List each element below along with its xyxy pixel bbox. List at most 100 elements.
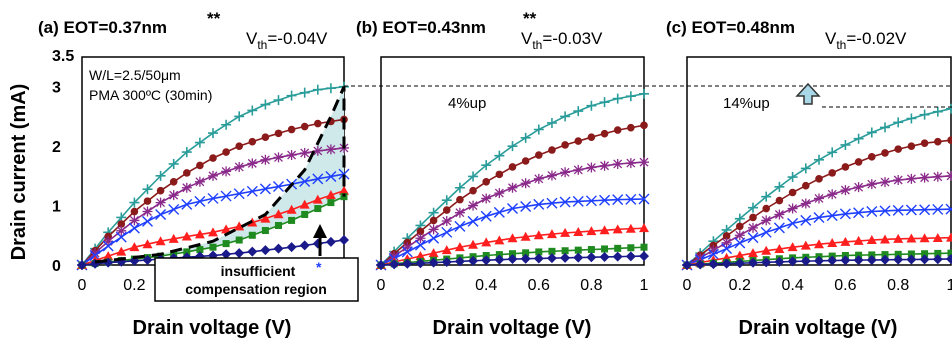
data-point-diamond <box>932 254 943 265</box>
data-point-triangle <box>893 233 904 243</box>
data-point-triangle <box>800 240 811 250</box>
data-point-star <box>194 176 205 187</box>
data-point-plus <box>273 95 284 106</box>
data-point-triangle <box>787 242 798 252</box>
x-tick-label: 0.6 <box>834 277 856 294</box>
data-point-triangle <box>494 235 505 245</box>
data-point-diamond <box>339 235 349 246</box>
data-point-plus <box>880 122 890 133</box>
data-point-circle <box>788 188 797 197</box>
y-tick-label: 3 <box>52 80 61 97</box>
data-point-x <box>787 217 799 229</box>
data-point-triangle <box>454 242 465 252</box>
data-point-x <box>638 193 650 205</box>
data-point-star <box>208 170 218 181</box>
data-point-diamond <box>299 240 310 251</box>
data-point-plus <box>494 150 505 161</box>
data-point-diamond <box>840 255 851 266</box>
data-point-x <box>233 188 245 200</box>
data-point-star <box>103 236 114 247</box>
data-point-diamond <box>389 259 400 270</box>
data-point-circle <box>722 232 731 240</box>
data-point-circle <box>947 136 952 144</box>
data-point-star <box>761 215 772 226</box>
data-point-x <box>572 195 584 207</box>
data-point-circle <box>261 133 270 142</box>
data-point-circle <box>640 121 648 130</box>
callout-line-1: insufficient <box>221 263 296 279</box>
data-point-diamond <box>774 256 785 267</box>
data-point-x <box>707 248 719 260</box>
data-point-x <box>414 239 426 251</box>
data-point-square <box>288 216 296 224</box>
data-point-circle <box>535 151 543 159</box>
data-point-square <box>614 244 622 252</box>
data-point-triangle <box>520 231 531 241</box>
data-point-diamond <box>761 257 772 268</box>
data-point-star <box>853 182 864 193</box>
data-point-circle <box>841 163 850 171</box>
data-point-circle <box>775 196 784 205</box>
data-point-diamond <box>441 257 452 268</box>
panel-a: (a) EOT=0.37nm ** Vth=-0.04V 0 1 2 3 3.5 0 0.… <box>38 9 359 339</box>
data-point-square <box>640 243 648 251</box>
data-point-x <box>428 232 440 244</box>
data-point-triangle <box>339 185 349 195</box>
data-point-x <box>142 215 153 227</box>
data-point-x <box>599 194 611 206</box>
data-point-triangle <box>919 233 930 243</box>
data-point-plus <box>168 158 179 169</box>
data-point-triangle <box>260 213 271 223</box>
data-point-triangle <box>880 234 890 244</box>
data-point-diamond <box>533 253 544 264</box>
panel-b-title-mark: ** <box>523 9 537 28</box>
data-point-plus <box>468 171 479 182</box>
data-point-star <box>708 245 719 256</box>
data-point-plus <box>639 88 649 99</box>
data-point-triangle <box>748 248 758 258</box>
data-point-square <box>196 246 204 254</box>
data-point-triangle <box>208 227 218 237</box>
data-point-star <box>734 230 745 241</box>
data-point-square <box>627 244 635 252</box>
data-point-diamond <box>599 251 610 262</box>
data-point-x <box>194 195 206 207</box>
data-point-triangle <box>932 232 943 242</box>
data-point-circle <box>196 161 204 170</box>
data-point-star <box>247 158 258 169</box>
data-point-triangle <box>194 229 205 239</box>
data-point-plus <box>734 213 745 224</box>
data-point-square <box>894 250 902 258</box>
data-point-diamond <box>234 248 245 259</box>
data-point-square <box>561 247 569 255</box>
data-point-star <box>116 225 127 236</box>
data-point-plus <box>142 184 153 195</box>
data-point-square <box>868 251 876 259</box>
data-point-circle <box>416 227 425 236</box>
data-point-circle <box>934 137 942 146</box>
data-point-plus <box>194 137 205 148</box>
data-point-diamond <box>481 255 492 266</box>
data-point-square <box>587 246 595 254</box>
data-point-triangle <box>286 204 297 214</box>
data-point-star <box>827 189 838 200</box>
data-point-plus <box>560 111 571 122</box>
data-point-triangle <box>599 225 610 235</box>
up-arrow-icon <box>795 82 821 105</box>
data-point-x <box>625 193 637 205</box>
data-point-diamond <box>454 256 465 267</box>
data-point-x <box>747 232 759 244</box>
data-point-diamond <box>142 254 153 265</box>
data-point-star <box>599 160 610 171</box>
data-point-star <box>800 198 811 209</box>
data-point-diamond <box>546 253 557 264</box>
data-point-x <box>155 208 167 220</box>
data-point-triangle <box>761 245 772 255</box>
data-point-star <box>415 233 426 244</box>
panel-b-series <box>375 88 650 271</box>
data-point-plus <box>761 191 772 202</box>
data-point-diamond <box>612 251 623 262</box>
data-point-triangle <box>546 229 557 239</box>
data-point-diamond <box>639 251 649 262</box>
